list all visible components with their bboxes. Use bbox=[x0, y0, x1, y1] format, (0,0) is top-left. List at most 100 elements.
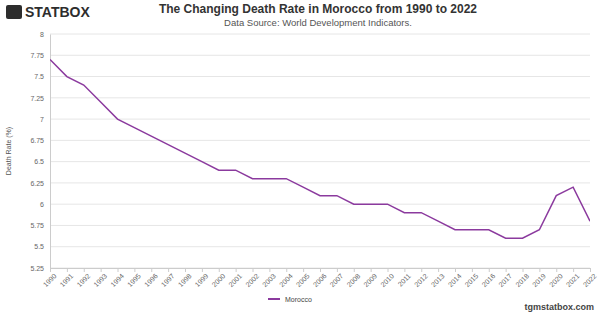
x-tick-label: 2001 bbox=[227, 272, 243, 288]
y-tick: 6.5 bbox=[34, 158, 50, 165]
x-tick-label: 2015 bbox=[464, 272, 480, 288]
grid-line bbox=[50, 204, 590, 205]
legend-swatch bbox=[268, 298, 280, 300]
x-axis-line bbox=[51, 269, 591, 273]
x-tick: 1993 bbox=[92, 268, 108, 288]
y-tick: 6 bbox=[40, 201, 50, 208]
y-tick-label: 6 bbox=[40, 201, 44, 208]
x-tick-mark bbox=[421, 268, 422, 272]
x-tick: 2004 bbox=[278, 268, 294, 288]
x-tick-label: 1995 bbox=[126, 272, 142, 288]
x-tick-mark bbox=[320, 268, 321, 272]
y-axis-line bbox=[50, 35, 51, 269]
x-tick-mark bbox=[573, 268, 574, 272]
x-tick-label: 2009 bbox=[362, 272, 378, 288]
x-tick-label: 2014 bbox=[447, 272, 463, 288]
y-tick: 5.25 bbox=[30, 265, 50, 272]
x-tick-mark bbox=[118, 268, 119, 272]
x-tick-mark bbox=[50, 268, 51, 272]
x-tick: 1998 bbox=[177, 268, 193, 288]
x-tick-label: 2022 bbox=[582, 272, 598, 288]
x-tick-mark bbox=[388, 268, 389, 272]
x-tick: 2008 bbox=[345, 268, 361, 288]
y-tick: 7.25 bbox=[30, 95, 50, 102]
x-tick-label: 1997 bbox=[160, 272, 176, 288]
chart: STATBOXThe Changing Death Rate in Morocc… bbox=[0, 0, 600, 314]
y-tick-label: 7.5 bbox=[34, 73, 44, 80]
x-axis: 1990199119921993199419951996199719981999… bbox=[42, 268, 598, 288]
x-tick-label: 2020 bbox=[548, 272, 564, 288]
x-tick: 2022 bbox=[582, 268, 598, 288]
x-tick-mark bbox=[84, 268, 85, 272]
x-tick: 2011 bbox=[396, 268, 412, 288]
x-tick-mark bbox=[506, 268, 507, 272]
x-tick-mark bbox=[185, 268, 186, 272]
y-tick: 8 bbox=[40, 31, 50, 38]
x-tick-label: 2006 bbox=[312, 272, 328, 288]
y-tick: 7 bbox=[40, 116, 50, 123]
x-tick-label: 2019 bbox=[531, 272, 547, 288]
x-tick-mark bbox=[67, 268, 68, 272]
logo-icon bbox=[6, 5, 22, 19]
x-tick-label: 2012 bbox=[413, 272, 429, 288]
x-tick-label: 2016 bbox=[480, 272, 496, 288]
x-tick-mark bbox=[590, 268, 591, 272]
y-tick-label: 6.25 bbox=[30, 180, 44, 187]
x-tick-mark bbox=[202, 268, 203, 272]
x-tick-label: 1991 bbox=[59, 272, 75, 288]
x-tick-mark bbox=[219, 268, 220, 272]
x-tick-label: 1990 bbox=[42, 272, 58, 288]
grid-line bbox=[50, 182, 590, 183]
x-tick: 2003 bbox=[261, 268, 277, 288]
x-tick-label: 2018 bbox=[514, 272, 530, 288]
grid-line bbox=[50, 34, 590, 35]
y-tick: 5.5 bbox=[34, 243, 50, 250]
x-tick: 2000 bbox=[210, 268, 226, 288]
x-tick-mark bbox=[371, 268, 372, 272]
x-tick: 1997 bbox=[160, 268, 176, 288]
subtitle: Data Source: World Development Indicator… bbox=[224, 17, 412, 28]
x-tick-label: 2004 bbox=[278, 272, 294, 288]
x-tick: 2019 bbox=[531, 268, 547, 288]
x-tick-label: 1994 bbox=[109, 272, 125, 288]
y-tick: 7.75 bbox=[30, 52, 50, 59]
x-tick: 2002 bbox=[244, 268, 260, 288]
plot-area bbox=[50, 60, 590, 239]
x-tick: 2017 bbox=[497, 268, 513, 288]
legend-label: Morocco bbox=[285, 296, 312, 303]
logo-text: STATBOX bbox=[25, 4, 90, 20]
x-tick: 2005 bbox=[295, 268, 311, 288]
x-tick: 2021 bbox=[565, 268, 581, 288]
x-tick-mark bbox=[438, 268, 439, 272]
x-tick: 1991 bbox=[59, 268, 75, 288]
y-tick-label: 5.5 bbox=[34, 243, 44, 250]
grid-line bbox=[50, 119, 590, 120]
x-tick: 2015 bbox=[464, 268, 480, 288]
y-tick: 6.25 bbox=[30, 180, 50, 187]
x-tick-label: 2017 bbox=[497, 272, 513, 288]
legend: Morocco bbox=[268, 296, 312, 303]
x-tick: 2010 bbox=[379, 268, 395, 288]
x-tick-label: 2021 bbox=[565, 272, 581, 288]
x-tick: 2020 bbox=[548, 268, 564, 288]
x-tick-mark bbox=[151, 268, 152, 272]
grid-line bbox=[50, 140, 590, 141]
y-tick-label: 5.25 bbox=[30, 265, 44, 272]
x-tick-mark bbox=[337, 268, 338, 272]
y-tick-label: 7.25 bbox=[30, 95, 44, 102]
x-tick-label: 1998 bbox=[177, 272, 193, 288]
x-tick: 1990 bbox=[42, 268, 58, 288]
x-tick: 2009 bbox=[362, 268, 378, 288]
grid-line bbox=[50, 225, 590, 226]
x-tick-mark bbox=[455, 268, 456, 272]
y-tick-label: 8 bbox=[40, 31, 44, 38]
x-tick-mark bbox=[101, 268, 102, 272]
x-tick-label: 2013 bbox=[430, 272, 446, 288]
x-tick-label: 2005 bbox=[295, 272, 311, 288]
x-tick: 2007 bbox=[329, 268, 345, 288]
x-tick-mark bbox=[404, 268, 405, 272]
x-tick-mark bbox=[556, 268, 557, 272]
grid bbox=[50, 34, 590, 268]
x-tick-mark bbox=[286, 268, 287, 272]
x-tick: 2014 bbox=[447, 268, 463, 288]
